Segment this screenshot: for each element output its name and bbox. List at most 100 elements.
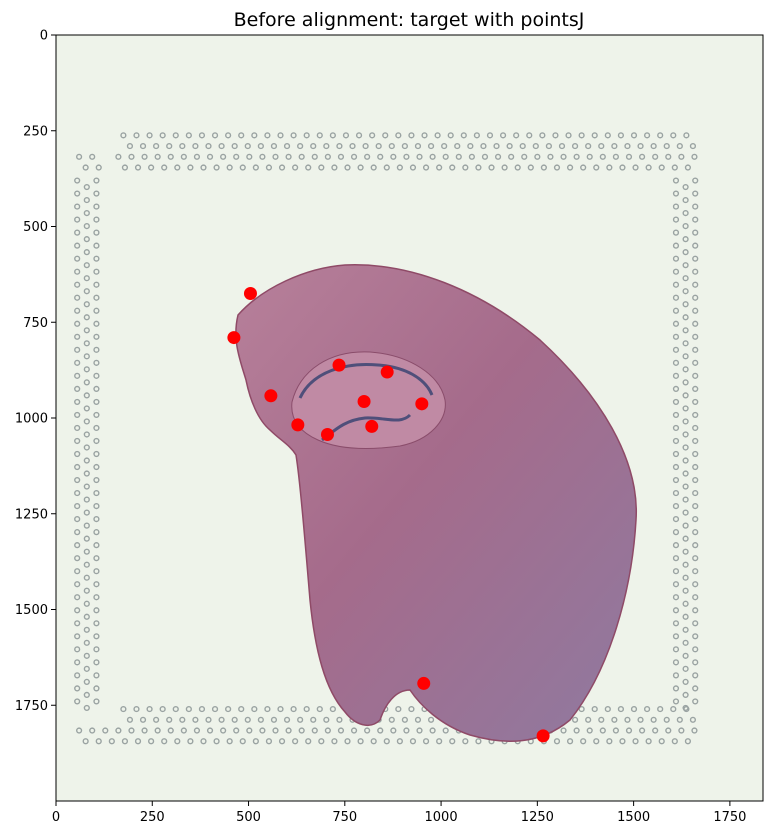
fiducial-spot <box>481 153 489 160</box>
x-tick-label: 750 <box>332 810 357 825</box>
fiducial-spot <box>74 529 81 536</box>
fiducial-spot <box>447 132 454 139</box>
fiducial-spot <box>252 738 259 745</box>
fiducial-spot <box>692 502 699 510</box>
fiducial-spot <box>167 153 174 160</box>
fiducial-spot <box>560 153 567 160</box>
fiducial-spot <box>692 203 699 210</box>
y-tick-label: 250 <box>23 124 48 139</box>
fiducial-spot <box>682 366 689 373</box>
fiducial-spot <box>553 164 561 171</box>
data-point <box>243 287 257 301</box>
fiducial-spot <box>657 705 664 713</box>
fiducial-spot <box>408 132 415 139</box>
fiducial-spot <box>133 132 140 139</box>
fiducial-spot <box>692 359 699 366</box>
fiducial-spot <box>672 190 680 197</box>
fiducial-spot <box>692 672 699 679</box>
fiducial-spot <box>187 738 194 745</box>
fiducial-spot <box>74 255 81 262</box>
fiducial-spot <box>252 164 259 171</box>
fiducial-spot <box>93 307 100 314</box>
fiducial-spot <box>611 716 618 723</box>
fiducial-spot <box>672 568 680 575</box>
fiducial-spot <box>692 698 699 705</box>
fiducial-spot <box>682 522 689 529</box>
y-tick-label: 1250 <box>15 507 48 522</box>
data-point <box>417 676 431 690</box>
fiducial-spot <box>192 716 199 723</box>
fiducial-spot <box>473 132 480 139</box>
x-tick-label: 250 <box>140 810 165 825</box>
fiducial-spot <box>185 705 192 713</box>
points-layer <box>227 287 550 743</box>
fiducial-spot <box>598 716 605 723</box>
fiducial-spot <box>239 164 246 171</box>
fiducial-spot <box>383 738 390 745</box>
x-tick-label: 1500 <box>617 810 650 825</box>
fiducial-spot <box>364 727 371 734</box>
fiducial-spot <box>153 716 160 723</box>
fiducial-spot <box>682 431 689 438</box>
fiducial-spot <box>76 153 83 160</box>
fiducial-spot <box>672 385 680 392</box>
fiducial-spot <box>672 581 680 588</box>
fiducial-spot <box>692 307 699 314</box>
fiducial-spot <box>74 190 81 197</box>
fiducial-spot <box>573 153 580 160</box>
fiducial-spot <box>83 678 90 685</box>
fiducial-spot <box>93 529 100 536</box>
fiducial-spot <box>672 633 680 640</box>
fiducial-spot <box>692 333 699 340</box>
fiducial-spot <box>93 268 100 275</box>
fiducial-spot <box>83 288 90 295</box>
fiducial-spot <box>604 132 611 139</box>
fiducial-spot <box>692 372 699 379</box>
fiducial-spot <box>692 385 699 392</box>
fiducial-spot <box>645 738 652 745</box>
fiducial-spot <box>552 132 559 139</box>
data-point <box>415 397 429 411</box>
fiducial-spot <box>672 450 680 458</box>
fiducial-spot <box>682 209 689 217</box>
fiducial-spot <box>277 132 284 139</box>
fiducial-spot <box>638 153 646 160</box>
fiducial-spot <box>429 727 436 734</box>
fiducial-spot <box>272 153 279 160</box>
fiducial-spot <box>682 691 689 699</box>
fiducial-spot <box>93 411 100 419</box>
fiducial-spot <box>692 268 699 275</box>
fiducial-spot <box>545 142 552 150</box>
fiducial-spot <box>93 620 100 627</box>
fiducial-spot <box>593 164 600 171</box>
data-point <box>332 358 346 372</box>
fiducial-spot <box>672 372 680 379</box>
fiducial-spot <box>74 437 81 445</box>
fiducial-spot <box>682 314 689 321</box>
fiducial-spot <box>120 132 127 139</box>
fiducial-spot <box>303 132 310 139</box>
fiducial-spot <box>539 132 546 139</box>
fiducial-spot <box>331 164 338 171</box>
fiducial-spot <box>422 164 430 171</box>
fiducial-spot <box>692 516 699 523</box>
fiducial-spot <box>93 581 100 588</box>
fiducial-spot <box>108 738 115 745</box>
fiducial-spot <box>93 216 100 223</box>
fiducial-spot <box>179 142 186 150</box>
x-tick-label: 1750 <box>713 810 746 825</box>
fiducial-spot <box>187 164 194 171</box>
fiducial-spot <box>593 738 600 745</box>
fiducial-spot <box>396 164 403 171</box>
fiducial-spot <box>218 142 225 150</box>
fiducial-spot <box>672 346 680 353</box>
fiducial-spot <box>672 672 680 679</box>
fiducial-spot <box>672 685 680 692</box>
fiducial-spot <box>682 626 689 633</box>
fiducial-spot <box>682 639 689 646</box>
fiducial-spot <box>74 346 81 353</box>
fiducial-spot <box>630 705 638 713</box>
fiducial-spot <box>126 142 134 150</box>
fiducial-spot <box>74 633 81 640</box>
fiducial-spot <box>682 353 689 360</box>
